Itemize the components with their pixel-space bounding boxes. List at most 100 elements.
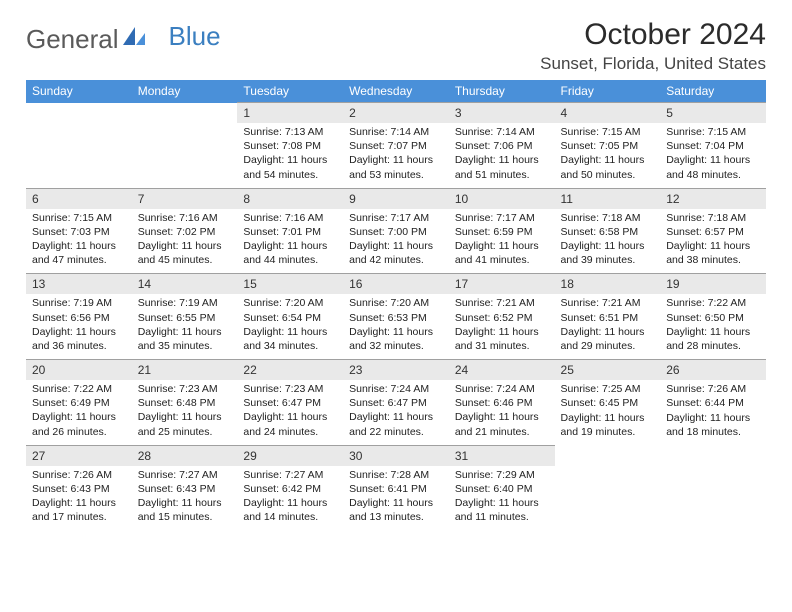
daylight-text-1: Daylight: 11 hours xyxy=(666,325,760,339)
sunset-text: Sunset: 6:58 PM xyxy=(561,225,655,239)
location: Sunset, Florida, United States xyxy=(540,54,766,74)
sunrise-text: Sunrise: 7:22 AM xyxy=(32,382,126,396)
daylight-text-1: Daylight: 11 hours xyxy=(32,496,126,510)
daylight-text-2: and 38 minutes. xyxy=(666,253,760,267)
page: General Blue October 2024 Sunset, Florid… xyxy=(0,0,792,530)
dayhead-sun: Sunday xyxy=(26,80,132,103)
day-number-cell: 2 xyxy=(343,103,449,124)
daylight-text-2: and 17 minutes. xyxy=(32,510,126,524)
sunset-text: Sunset: 6:46 PM xyxy=(455,396,549,410)
day-number-cell: 17 xyxy=(449,274,555,295)
daylight-text-1: Daylight: 11 hours xyxy=(138,325,232,339)
day-number-cell xyxy=(26,103,132,124)
sunset-text: Sunset: 6:48 PM xyxy=(138,396,232,410)
day-content-cell: Sunrise: 7:19 AMSunset: 6:56 PMDaylight:… xyxy=(26,294,132,359)
daylight-text-2: and 32 minutes. xyxy=(349,339,443,353)
daylight-text-1: Daylight: 11 hours xyxy=(455,153,549,167)
day-content-cell: Sunrise: 7:28 AMSunset: 6:41 PMDaylight:… xyxy=(343,466,449,531)
day-number-cell xyxy=(132,103,238,124)
sunset-text: Sunset: 7:08 PM xyxy=(243,139,337,153)
day-content-cell: Sunrise: 7:17 AMSunset: 7:00 PMDaylight:… xyxy=(343,209,449,274)
daylight-text-2: and 34 minutes. xyxy=(243,339,337,353)
daylight-text-2: and 28 minutes. xyxy=(666,339,760,353)
daylight-text-1: Daylight: 11 hours xyxy=(561,239,655,253)
day-number-cell: 22 xyxy=(237,360,343,381)
day-content-cell: Sunrise: 7:14 AMSunset: 7:06 PMDaylight:… xyxy=(449,123,555,188)
sunset-text: Sunset: 6:53 PM xyxy=(349,311,443,325)
sunrise-text: Sunrise: 7:17 AM xyxy=(349,211,443,225)
day-content-row: Sunrise: 7:19 AMSunset: 6:56 PMDaylight:… xyxy=(26,294,766,359)
day-content-cell: Sunrise: 7:22 AMSunset: 6:49 PMDaylight:… xyxy=(26,380,132,445)
sunrise-text: Sunrise: 7:24 AM xyxy=(455,382,549,396)
title-area: October 2024 Sunset, Florida, United Sta… xyxy=(540,18,766,74)
daylight-text-1: Daylight: 11 hours xyxy=(666,153,760,167)
day-number-cell: 8 xyxy=(237,188,343,209)
day-number-cell: 13 xyxy=(26,274,132,295)
daylight-text-1: Daylight: 11 hours xyxy=(32,325,126,339)
logo-sail-icon xyxy=(121,23,147,54)
sunset-text: Sunset: 6:44 PM xyxy=(666,396,760,410)
daylight-text-1: Daylight: 11 hours xyxy=(138,410,232,424)
calendar-table: Sunday Monday Tuesday Wednesday Thursday… xyxy=(26,80,766,530)
sunrise-text: Sunrise: 7:14 AM xyxy=(455,125,549,139)
sunset-text: Sunset: 6:43 PM xyxy=(138,482,232,496)
day-number-cell xyxy=(555,445,661,466)
sunset-text: Sunset: 7:06 PM xyxy=(455,139,549,153)
sunrise-text: Sunrise: 7:21 AM xyxy=(455,296,549,310)
day-content-cell: Sunrise: 7:18 AMSunset: 6:58 PMDaylight:… xyxy=(555,209,661,274)
day-content-cell: Sunrise: 7:26 AMSunset: 6:44 PMDaylight:… xyxy=(660,380,766,445)
daylight-text-1: Daylight: 11 hours xyxy=(138,496,232,510)
day-number-cell: 6 xyxy=(26,188,132,209)
daylight-text-1: Daylight: 11 hours xyxy=(455,325,549,339)
daylight-text-2: and 11 minutes. xyxy=(455,510,549,524)
daylight-text-1: Daylight: 11 hours xyxy=(32,410,126,424)
day-content-cell: Sunrise: 7:13 AMSunset: 7:08 PMDaylight:… xyxy=(237,123,343,188)
sunrise-text: Sunrise: 7:29 AM xyxy=(455,468,549,482)
daylight-text-1: Daylight: 11 hours xyxy=(561,153,655,167)
day-number-cell: 23 xyxy=(343,360,449,381)
sunrise-text: Sunrise: 7:24 AM xyxy=(349,382,443,396)
day-content-cell: Sunrise: 7:29 AMSunset: 6:40 PMDaylight:… xyxy=(449,466,555,531)
day-content-cell: Sunrise: 7:15 AMSunset: 7:03 PMDaylight:… xyxy=(26,209,132,274)
daylight-text-2: and 14 minutes. xyxy=(243,510,337,524)
sunrise-text: Sunrise: 7:20 AM xyxy=(243,296,337,310)
daynum-row: 13141516171819 xyxy=(26,274,766,295)
sunset-text: Sunset: 6:57 PM xyxy=(666,225,760,239)
day-number-cell: 29 xyxy=(237,445,343,466)
day-content-cell: Sunrise: 7:20 AMSunset: 6:53 PMDaylight:… xyxy=(343,294,449,359)
daylight-text-2: and 18 minutes. xyxy=(666,425,760,439)
sunset-text: Sunset: 6:47 PM xyxy=(243,396,337,410)
daylight-text-1: Daylight: 11 hours xyxy=(349,496,443,510)
day-number-cell: 30 xyxy=(343,445,449,466)
daylight-text-2: and 29 minutes. xyxy=(561,339,655,353)
daylight-text-2: and 39 minutes. xyxy=(561,253,655,267)
daynum-row: 12345 xyxy=(26,103,766,124)
daylight-text-1: Daylight: 11 hours xyxy=(243,410,337,424)
daylight-text-1: Daylight: 11 hours xyxy=(561,325,655,339)
sunrise-text: Sunrise: 7:21 AM xyxy=(561,296,655,310)
daylight-text-1: Daylight: 11 hours xyxy=(138,239,232,253)
logo-text-1: General xyxy=(26,24,119,55)
day-content-cell: Sunrise: 7:18 AMSunset: 6:57 PMDaylight:… xyxy=(660,209,766,274)
sunset-text: Sunset: 6:55 PM xyxy=(138,311,232,325)
daylight-text-2: and 36 minutes. xyxy=(32,339,126,353)
day-number-cell: 5 xyxy=(660,103,766,124)
daylight-text-1: Daylight: 11 hours xyxy=(455,410,549,424)
day-content-cell: Sunrise: 7:14 AMSunset: 7:07 PMDaylight:… xyxy=(343,123,449,188)
sunrise-text: Sunrise: 7:27 AM xyxy=(138,468,232,482)
sunset-text: Sunset: 6:47 PM xyxy=(349,396,443,410)
day-number-cell: 27 xyxy=(26,445,132,466)
day-number-cell: 4 xyxy=(555,103,661,124)
sunset-text: Sunset: 7:07 PM xyxy=(349,139,443,153)
daylight-text-2: and 50 minutes. xyxy=(561,168,655,182)
day-content-cell: Sunrise: 7:27 AMSunset: 6:42 PMDaylight:… xyxy=(237,466,343,531)
day-content-cell xyxy=(660,466,766,531)
logo-text-2: Blue xyxy=(169,21,221,52)
daynum-row: 20212223242526 xyxy=(26,360,766,381)
daylight-text-1: Daylight: 11 hours xyxy=(455,239,549,253)
daylight-text-2: and 15 minutes. xyxy=(138,510,232,524)
sunrise-text: Sunrise: 7:19 AM xyxy=(138,296,232,310)
daylight-text-1: Daylight: 11 hours xyxy=(349,410,443,424)
day-content-cell: Sunrise: 7:21 AMSunset: 6:52 PMDaylight:… xyxy=(449,294,555,359)
sunrise-text: Sunrise: 7:15 AM xyxy=(32,211,126,225)
